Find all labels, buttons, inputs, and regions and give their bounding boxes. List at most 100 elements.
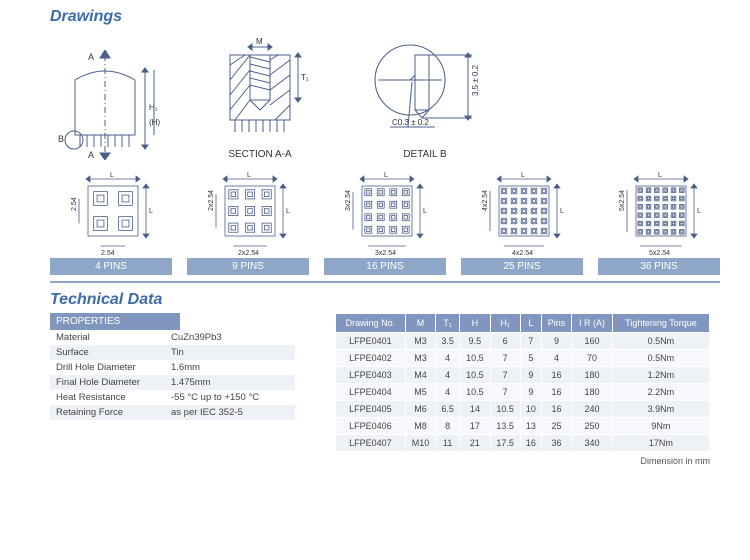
svg-text:3x2.54: 3x2.54 [375, 250, 396, 255]
drawings-heading: Drawings [0, 0, 750, 30]
table-row: LFPE0402M3410.5754700.5Nm [336, 350, 710, 367]
table-cell: M6 [405, 401, 435, 418]
technical-section: PROPERTIES MaterialCuZn39Pb3SurfaceTinDr… [0, 313, 750, 452]
table-cell: 17 [460, 418, 490, 435]
table-cell: M3 [405, 350, 435, 367]
table-cell: 9Nm [612, 418, 709, 435]
section-drawing: M T₁ SECTION A-A [210, 35, 310, 160]
table-row: LFPE0403M4410.579161801.2Nm [336, 367, 710, 384]
property-value: 1.6mm [165, 360, 295, 375]
svg-text:L: L [658, 172, 662, 179]
pin-variant: L L 3x2.54 3x2.54 16 PINS [324, 170, 446, 275]
table-row: LFPE0405M66.51410.510162403.9Nm [336, 401, 710, 418]
svg-text:L: L [560, 208, 564, 215]
table-row: LFPE0401M33.59.56791600.5Nm [336, 333, 710, 350]
table-cell: M5 [405, 384, 435, 401]
svg-text:3x2.54: 3x2.54 [345, 190, 352, 211]
property-row: Final Hole Diameter1.475mm [50, 375, 295, 390]
table-cell: 0.5Nm [612, 333, 709, 350]
table-cell: LFPE0403 [336, 367, 406, 384]
property-name: Surface [50, 345, 165, 360]
properties-header: PROPERTIES [50, 313, 180, 330]
property-row: Drill Hole Diameter1.6mm [50, 360, 295, 375]
svg-text:H₁: H₁ [149, 103, 158, 112]
pin-variant: L L 2.54 2.54 4 PINS [50, 170, 172, 275]
svg-text:L: L [247, 172, 251, 179]
property-row: Retaining Forceas per IEC 352-5 [50, 405, 295, 420]
table-cell: 2.2Nm [612, 384, 709, 401]
table-cell: 16 [541, 384, 571, 401]
table-cell: 10.5 [460, 350, 490, 367]
table-row: LFPE0404M5410.579161802.2Nm [336, 384, 710, 401]
svg-text:L: L [384, 172, 388, 179]
table-cell: 160 [572, 333, 613, 350]
table-header: Drawing No. [336, 314, 406, 333]
top-drawings-row: A A B H₁ (H) [50, 30, 720, 160]
variant-drawing: L L 3x2.54 3x2.54 [330, 170, 440, 255]
variant-drawing: L L 2x2.54 2x2.54 [193, 170, 303, 255]
property-name: Heat Resistance [50, 390, 165, 405]
table-cell: 9 [541, 333, 571, 350]
table-header: Pins [541, 314, 571, 333]
svg-text:L: L [110, 172, 114, 179]
svg-text:2x2.54: 2x2.54 [238, 250, 259, 255]
table-row: LFPE0407M10112117.5163634017Nm [336, 435, 710, 452]
table-header: I R (A) [572, 314, 613, 333]
table-cell: LFPE0404 [336, 384, 406, 401]
table-cell: 4 [436, 384, 460, 401]
table-cell: LFPE0402 [336, 350, 406, 367]
svg-text:C0.3 ± 0.2: C0.3 ± 0.2 [392, 118, 429, 127]
table-cell: 9.5 [460, 333, 490, 350]
svg-text:(H): (H) [149, 118, 160, 127]
svg-text:T₁: T₁ [301, 73, 309, 82]
svg-text:2.54: 2.54 [101, 250, 115, 255]
svg-text:B: B [58, 134, 64, 144]
property-row: MaterialCuZn39Pb3 [50, 330, 295, 345]
svg-text:M: M [256, 37, 263, 46]
pin-variants-row: L L 2.54 2.54 4 PINS L L 2x2.54 2x2.54 9… [50, 170, 720, 275]
table-cell: 7 [490, 367, 520, 384]
table-cell: 11 [436, 435, 460, 452]
table-cell: 180 [572, 367, 613, 384]
svg-text:4x2.54: 4x2.54 [512, 250, 533, 255]
table-cell: 17.5 [490, 435, 520, 452]
variant-label: 36 PINS [598, 258, 720, 275]
table-cell: 9 [520, 367, 541, 384]
table-cell: 4 [436, 367, 460, 384]
property-value: -55 °C up to +150 °C [165, 390, 295, 405]
properties-table: PROPERTIES MaterialCuZn39Pb3SurfaceTinDr… [50, 313, 295, 452]
table-cell: 340 [572, 435, 613, 452]
table-header: H [460, 314, 490, 333]
table-cell: 1.2Nm [612, 367, 709, 384]
detail-drawing: C0.3 ± 0.2 3.5 ± 0.2 DETAIL B [360, 35, 490, 160]
data-table: Drawing No.MT₁HH₁LPinsI R (A)Tightening … [335, 313, 710, 452]
table-cell: 5 [520, 350, 541, 367]
svg-text:A: A [88, 52, 94, 62]
table-cell: M10 [405, 435, 435, 452]
svg-text:L: L [697, 208, 701, 215]
variant-label: 9 PINS [187, 258, 309, 275]
variant-label: 25 PINS [461, 258, 583, 275]
table-cell: 10 [520, 401, 541, 418]
property-value: CuZn39Pb3 [165, 330, 295, 345]
table-cell: 3.9Nm [612, 401, 709, 418]
section-label: SECTION A-A [228, 149, 291, 160]
svg-text:4x2.54: 4x2.54 [482, 190, 489, 211]
table-cell: 16 [520, 435, 541, 452]
variant-drawing: L L 5x2.54 5x2.54 [604, 170, 714, 255]
table-cell: 16 [541, 401, 571, 418]
table-header: H₁ [490, 314, 520, 333]
property-name: Material [50, 330, 165, 345]
svg-text:L: L [286, 208, 290, 215]
table-cell: 240 [572, 401, 613, 418]
table-cell: 180 [572, 384, 613, 401]
svg-text:L: L [521, 172, 525, 179]
pin-variant: L L 5x2.54 5x2.54 36 PINS [598, 170, 720, 275]
svg-text:2x2.54: 2x2.54 [208, 190, 215, 211]
table-header: T₁ [436, 314, 460, 333]
table-cell: 6 [490, 333, 520, 350]
table-cell: 10.5 [460, 367, 490, 384]
property-name: Drill Hole Diameter [50, 360, 165, 375]
table-cell: LFPE0407 [336, 435, 406, 452]
svg-text:3.5 ± 0.2: 3.5 ± 0.2 [471, 64, 480, 96]
